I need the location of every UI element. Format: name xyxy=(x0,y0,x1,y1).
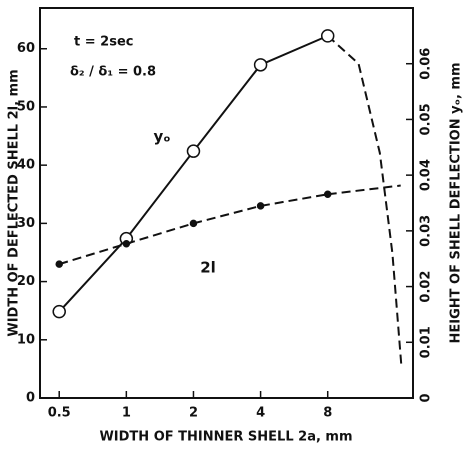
y2-axis-label: HEIGHT OF SHELL DEFLECTION yₒ, mm xyxy=(449,62,464,343)
data-point xyxy=(189,219,198,228)
series-line xyxy=(327,35,403,365)
data-point xyxy=(256,202,265,210)
y-tick-label: 20 xyxy=(17,274,35,289)
x-tick-label: 4 xyxy=(256,406,265,421)
y-tick-label: 30 xyxy=(17,216,35,231)
data-point xyxy=(320,29,335,43)
data-point xyxy=(186,144,201,158)
data-point xyxy=(253,58,268,72)
y2-tick-label: 0.04 xyxy=(419,159,434,191)
y2-tick-label: 0.03 xyxy=(419,215,434,247)
x-tick-label: 1 xyxy=(122,406,131,421)
y-tick-label: 50 xyxy=(17,99,35,114)
y-tick-label: 0 xyxy=(26,391,35,406)
y-tick-label: 60 xyxy=(17,41,35,56)
x-axis-label: WIDTH OF THINNER SHELL 2a, mm xyxy=(99,430,352,445)
plot-frame xyxy=(39,7,414,399)
series-label: yₒ xyxy=(153,128,170,146)
data-point xyxy=(122,239,131,248)
data-point xyxy=(52,304,66,319)
x-tick-label: 0.5 xyxy=(48,406,71,421)
annotation: δ₂ / δ₁ = 0.8 xyxy=(70,65,156,80)
y2-tick-label: 0.05 xyxy=(419,103,434,135)
y2-tick-label: 0.02 xyxy=(419,271,434,303)
series-line xyxy=(58,193,328,266)
data-point xyxy=(55,260,63,268)
y-tick-label: 10 xyxy=(17,332,35,347)
y2-tick-label: 0 xyxy=(419,393,434,402)
series-label: 2l xyxy=(200,259,216,277)
series-line xyxy=(327,184,401,196)
data-point xyxy=(323,190,332,199)
x-tick-label: 2 xyxy=(189,406,198,421)
annotation: t = 2sec xyxy=(74,35,133,50)
x-tick-label: 8 xyxy=(323,406,332,421)
y2-tick-label: 0.01 xyxy=(419,326,434,358)
y-axis-label: WIDTH OF DEFLECTED SHELL 2l, mm xyxy=(7,69,22,336)
y-tick-label: 40 xyxy=(17,158,35,173)
y2-tick-label: 0.06 xyxy=(419,48,434,80)
